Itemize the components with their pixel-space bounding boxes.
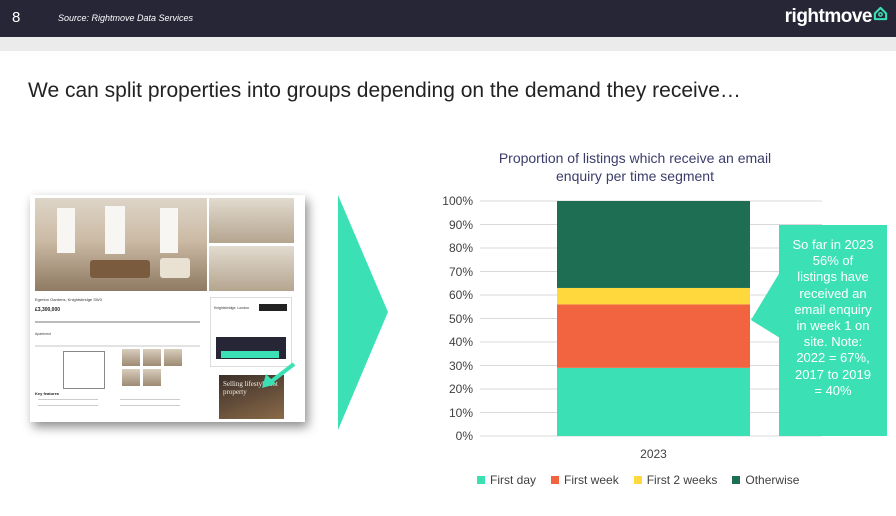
header-bar: 8 Source: Rightmove Data Services rightm…: [0, 0, 896, 37]
photo-thumbnail: [143, 369, 161, 386]
callout-line: 2022 = 67%,: [796, 350, 870, 366]
y-tick-label: 0%: [455, 429, 473, 443]
legend-swatch: [633, 476, 642, 484]
listing-price: £3,300,000: [35, 307, 61, 313]
legend-swatch: [551, 476, 560, 484]
legend-item-otherwise: Otherwise: [732, 473, 799, 487]
callout-note: So far in 2023 56% of listings have rece…: [779, 225, 887, 436]
legend-swatch: [732, 476, 741, 484]
y-tick-label: 30%: [448, 358, 473, 373]
callout-line: site. Note:: [803, 334, 863, 350]
photo-thumbnail: [122, 349, 140, 366]
chart-legend: First day First week First 2 weeks Other…: [477, 473, 814, 487]
chart-title-line: enquiry per time segment: [556, 168, 714, 184]
callout-line: email enquiry: [794, 301, 872, 317]
y-tick-label: 80%: [448, 241, 473, 255]
legend-label: First day: [490, 473, 537, 487]
photo-thumbnail: [164, 349, 182, 366]
key-features-heading: Key features: [35, 391, 60, 396]
chevron-right-icon: [338, 195, 388, 430]
legend-item-first-week: First week: [551, 473, 619, 487]
callout-line: 56% of: [812, 253, 854, 269]
y-tick-label: 40%: [448, 335, 473, 349]
photo-thumbnail: [209, 246, 294, 291]
slide-headline: We can split properties into groups depe…: [28, 79, 741, 102]
main-property-photo: [35, 198, 207, 291]
chart-title-line: Proportion of listings which receive an …: [498, 150, 772, 166]
request-details-button: [221, 351, 279, 358]
legend-label: Otherwise: [745, 473, 800, 487]
legend-label: First 2 weeks: [646, 473, 718, 487]
legend-swatch: [477, 476, 485, 484]
agent-name: Knightsbridge, London: [214, 306, 250, 310]
bar-segment-otherwise: [557, 201, 750, 288]
header-divider-strip: [0, 37, 896, 51]
y-tick-label: 10%: [448, 405, 473, 420]
y-tick-label: 60%: [448, 288, 473, 302]
legend-item-first-2-weeks: First 2 weeks: [633, 473, 718, 487]
highlight-arrow-icon: [262, 362, 296, 388]
listing-address: Egerton Gardens, Knightsbridge SW3: [35, 297, 102, 302]
legend-label: First week: [564, 473, 619, 487]
source-note: Source: Rightmove Data Services: [58, 13, 194, 23]
legend-item-first-day: First day: [477, 473, 536, 487]
x-tick-label: 2023: [640, 447, 667, 461]
y-tick-label: 100%: [442, 194, 473, 208]
house-icon: [873, 6, 888, 20]
photo-thumbnail: [209, 198, 294, 243]
photo-thumbnail: [143, 349, 161, 366]
y-tick-label: 90%: [448, 217, 473, 232]
chart-title: Proportion of listings which receive an …: [470, 149, 800, 185]
page-number: 8: [12, 9, 21, 26]
bar-segment-first-day: [557, 367, 750, 436]
listing-page-screenshot: Egerton Gardens, Knightsbridge SW3 £3,30…: [30, 195, 305, 422]
advert-text: Selling lifestyle not property: [223, 380, 278, 396]
callout-pointer: [751, 272, 780, 338]
y-tick-label: 20%: [448, 382, 473, 396]
callout-line: So far in 2023: [792, 237, 874, 252]
property-type: Apartment: [35, 332, 52, 336]
callout-line: listings have: [797, 269, 869, 285]
photo-thumbnail: [122, 369, 140, 386]
bar-segment-first-2-weeks: [557, 287, 750, 305]
callout-line: in week 1 on: [796, 318, 870, 334]
bar-segment-first-week: [557, 304, 750, 368]
callout-line: = 40%: [814, 382, 852, 398]
y-tick-label: 70%: [448, 264, 473, 279]
callout-line: 2017 to 2019: [795, 366, 871, 382]
rightmove-logo: rightmove: [785, 6, 888, 28]
floorplan-thumbnail: [63, 351, 105, 389]
callout-line: received an: [799, 285, 867, 301]
y-tick-label: 50%: [448, 311, 473, 326]
logo-text: rightmove: [784, 6, 873, 27]
